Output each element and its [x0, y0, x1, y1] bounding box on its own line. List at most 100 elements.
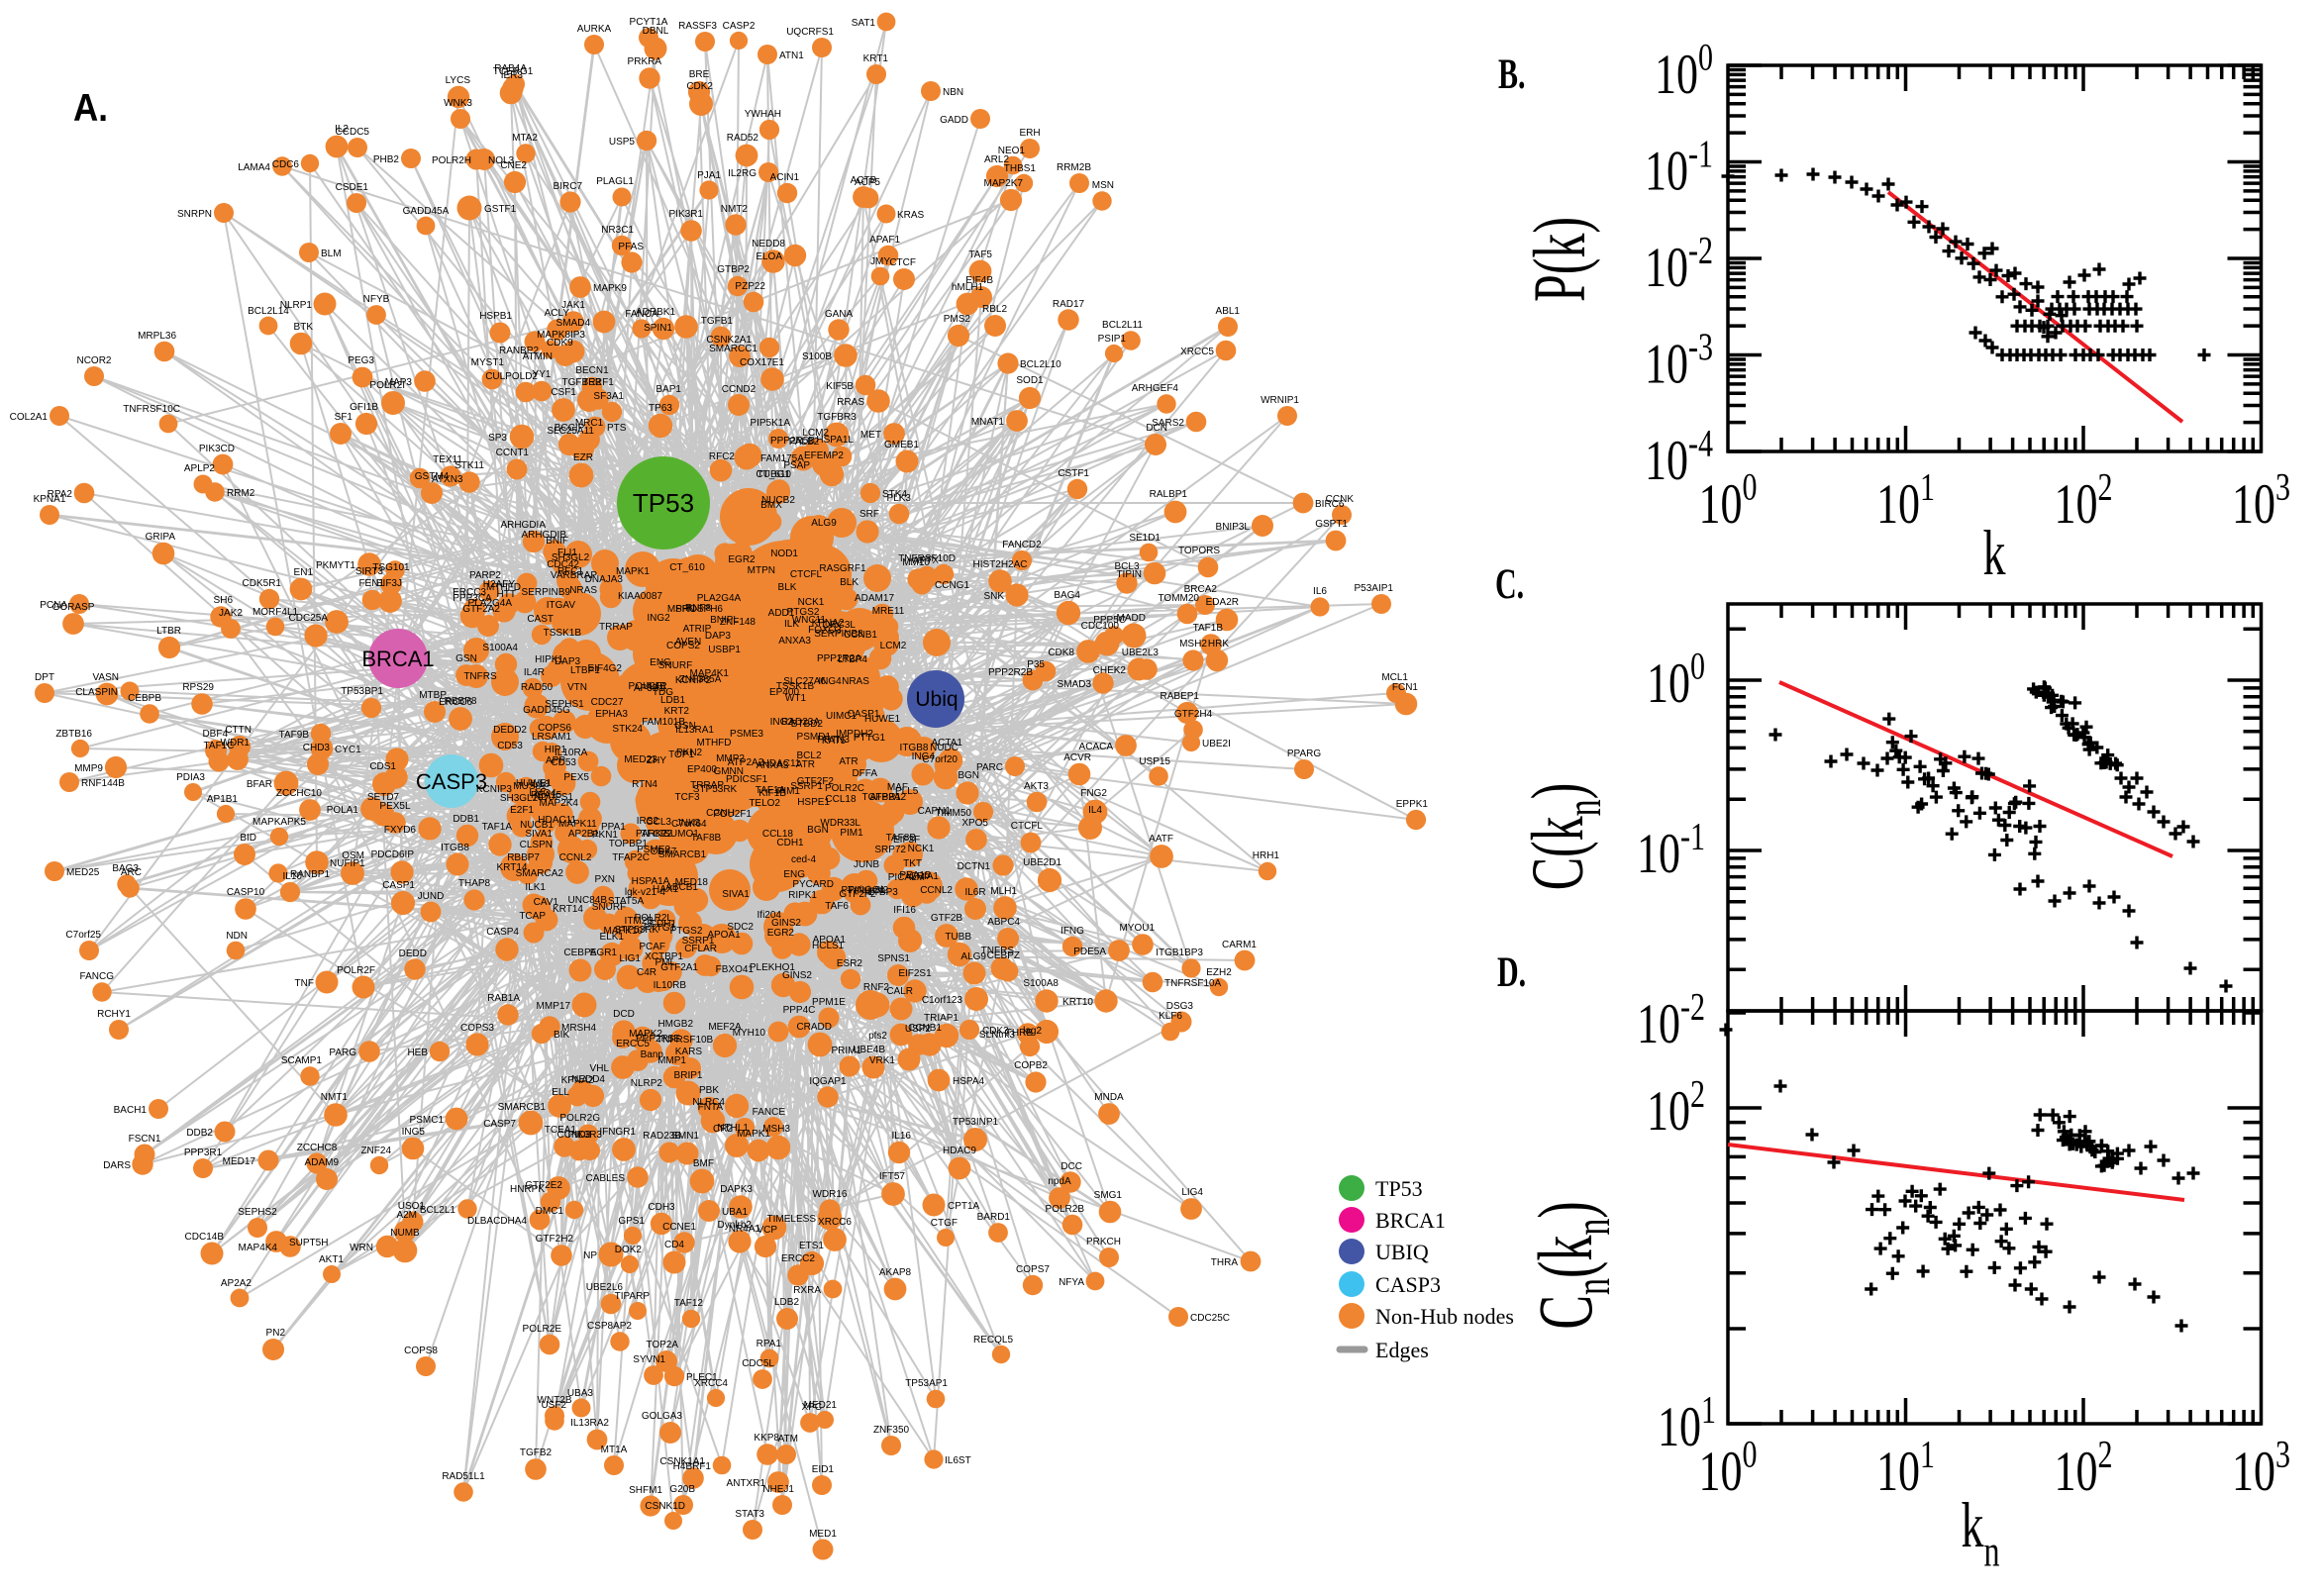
svg-text:NLRP1: NLRP1: [280, 300, 313, 311]
svg-text:CFLAR: CFLAR: [684, 944, 717, 954]
svg-text:PBK: PBK: [699, 1085, 719, 1096]
svg-text:Edges: Edges: [1375, 1338, 1429, 1362]
svg-text:TAF8B: TAF8B: [886, 833, 917, 844]
svg-text:IL10: IL10: [283, 871, 303, 882]
svg-text:FBXO41: FBXO41: [716, 964, 755, 975]
svg-text:HNRPK: HNRPK: [510, 1184, 545, 1195]
svg-text:ING4: ING4: [912, 751, 936, 762]
svg-text:KRAS: KRAS: [897, 210, 925, 221]
svg-text:COPS3: COPS3: [460, 1023, 494, 1034]
svg-text:LCM2: LCM2: [880, 641, 907, 651]
svg-text:SIRT3: SIRT3: [355, 566, 384, 577]
svg-text:BMX: BMX: [760, 500, 782, 511]
svg-text:ZNF350: ZNF350: [873, 1425, 910, 1436]
svg-text:DDB1: DDB1: [453, 814, 479, 825]
svg-text:KPNA1: KPNA1: [34, 494, 66, 505]
svg-text:PIK3CD: PIK3CD: [199, 444, 235, 454]
svg-text:RAD23A: RAD23A: [781, 717, 820, 728]
svg-text:UIMC1: UIMC1: [826, 711, 858, 722]
svg-text:HIPK1: HIPK1: [535, 654, 563, 665]
svg-text:TFAP2C: TFAP2C: [612, 852, 650, 863]
svg-text:ING2: ING2: [770, 717, 794, 728]
svg-text:Banp: Banp: [641, 1049, 664, 1060]
svg-text:JNK3: JNK3: [676, 818, 701, 829]
svg-text:ORC3L: ORC3L: [823, 620, 857, 631]
svg-text:S100A4: S100A4: [482, 643, 518, 653]
svg-text:NLRC4: NLRC4: [692, 1097, 725, 1108]
svg-text:SHFM1: SHFM1: [629, 1485, 662, 1496]
svg-text:KKP8: KKP8: [754, 1433, 779, 1444]
svg-text:PLEC1: PLEC1: [686, 1372, 718, 1383]
svg-text:IL10RB: IL10RB: [654, 980, 687, 991]
svg-text:CDK9: CDK9: [547, 338, 573, 349]
svg-text:TIPIN: TIPIN: [1116, 569, 1142, 580]
svg-text:RANBP2: RANBP2: [499, 346, 539, 356]
svg-text:RAB1A: RAB1A: [487, 993, 520, 1004]
svg-text:GTF2F2: GTF2F2: [797, 776, 835, 787]
svg-text:BACH1: BACH1: [114, 1105, 148, 1116]
svg-text:ADAM9: ADAM9: [305, 1157, 340, 1168]
svg-text:MTPN: MTPN: [748, 565, 775, 576]
svg-text:IFT57: IFT57: [879, 1171, 906, 1182]
svg-text:CULPOLD2: CULPOLD2: [485, 371, 538, 382]
svg-text:AKT1: AKT1: [319, 1254, 344, 1265]
svg-text:BNIP3L: BNIP3L: [1216, 522, 1251, 533]
svg-text:TAF1C: TAF1C: [204, 741, 235, 751]
svg-text:SH3GL2: SH3GL2: [500, 793, 539, 804]
svg-text:CDC5L: CDC5L: [742, 1358, 774, 1369]
svg-text:ZNF148: ZNF148: [720, 617, 757, 628]
svg-text:RABEP1: RABEP1: [1161, 691, 1200, 702]
svg-text:PCNA: PCNA: [40, 600, 67, 611]
svg-text:GTF2E2: GTF2E2: [525, 1180, 562, 1191]
svg-text:GRIA1: GRIA1: [909, 871, 939, 882]
svg-text:WT1: WT1: [785, 693, 807, 704]
svg-text:BRCA1: BRCA1: [361, 647, 434, 671]
svg-text:PRKCH: PRKCH: [1086, 1237, 1121, 1247]
svg-text:UBA1: UBA1: [722, 1207, 749, 1218]
svg-text:PHB2: PHB2: [373, 154, 400, 165]
svg-text:SMAD3: SMAD3: [1058, 679, 1092, 690]
svg-text:PPP5C: PPP5C: [1093, 615, 1126, 626]
svg-text:100: 100: [1655, 36, 1713, 107]
svg-text:NHEJ1: NHEJ1: [762, 1484, 794, 1495]
svg-text:BLK: BLK: [840, 577, 858, 588]
svg-text:HDAC11: HDAC11: [762, 758, 801, 769]
svg-text:STK11: STK11: [454, 460, 484, 471]
svg-text:PML: PML: [655, 957, 675, 968]
svg-text:TSSK1B: TSSK1B: [544, 628, 582, 639]
svg-text:PJA1: PJA1: [697, 170, 721, 181]
svg-text:PXN: PXN: [594, 874, 615, 885]
svg-text:PDE5A: PDE5A: [1073, 947, 1106, 957]
svg-text:HIP1: HIP1: [545, 745, 567, 755]
svg-text:RNF144B: RNF144B: [81, 778, 125, 789]
svg-text:PSIP1: PSIP1: [1098, 334, 1127, 345]
svg-text:NTHL1: NTHL1: [717, 1123, 749, 1134]
svg-text:DDB2: DDB2: [186, 1128, 213, 1139]
svg-text:CD4: CD4: [664, 1240, 684, 1250]
svg-text:BTBD2: BTBD2: [791, 719, 824, 730]
svg-text:S100B: S100B: [802, 351, 832, 362]
svg-text:CAV1: CAV1: [534, 897, 559, 908]
svg-text:ERCC2: ERCC2: [781, 1253, 815, 1264]
svg-text:IL2: IL2: [335, 124, 349, 135]
svg-text:PTS: PTS: [607, 423, 627, 434]
svg-text:EGR2: EGR2: [767, 928, 795, 939]
svg-text:NDN: NDN: [226, 931, 248, 942]
svg-text:Dynlrb2: Dynlrb2: [718, 1220, 753, 1231]
svg-text:MAP2K4: MAP2K4: [540, 798, 579, 809]
svg-text:PTTG1: PTTG1: [854, 733, 886, 744]
svg-text:COPS8: COPS8: [404, 1346, 438, 1356]
svg-text:PPINQO1: PPINQO1: [842, 885, 886, 896]
svg-text:ACTA1: ACTA1: [932, 738, 963, 748]
svg-text:SP3: SP3: [488, 433, 507, 444]
svg-text:BID: BID: [240, 833, 256, 844]
svg-text:CHD3: CHD3: [303, 743, 331, 753]
svg-text:CEBPA: CEBPA: [563, 948, 596, 958]
svg-text:FXYD6: FXYD6: [384, 825, 417, 836]
svg-text:CDC25A: CDC25A: [289, 613, 329, 624]
svg-text:CDC27: CDC27: [591, 697, 624, 708]
svg-text:THRB: THRB: [1006, 1028, 1034, 1039]
svg-text:TOPBP1: TOPBP1: [609, 839, 649, 849]
svg-text:MUS81: MUS81: [513, 781, 547, 792]
svg-text:C1orf123: C1orf123: [922, 995, 963, 1006]
